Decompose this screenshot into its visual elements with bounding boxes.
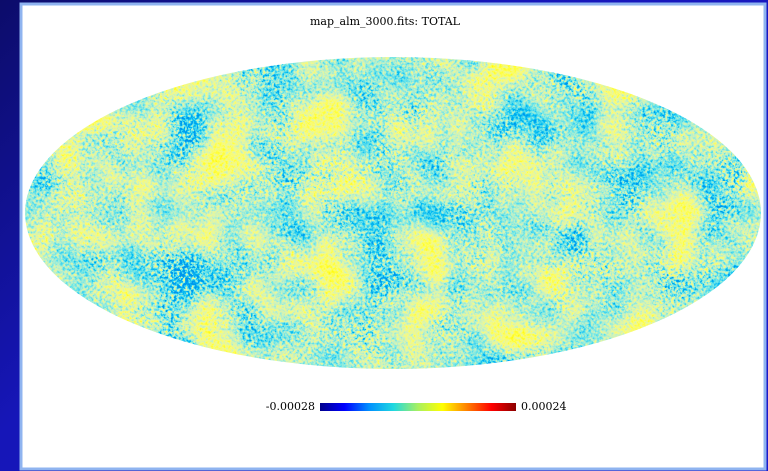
slide: map_alm_3000.fits: TOTAL -0.00028 0.00024: [0, 0, 768, 471]
colorbar-tick-label: 0.00024: [521, 400, 567, 413]
chart-title: map_alm_3000.fits: TOTAL: [310, 15, 461, 28]
chart: map_alm_3000.fits: TOTAL -0.00028 0.00024: [0, 0, 768, 471]
colorbar-tick-label: -0.00028: [266, 400, 315, 413]
sky-map: [25, 57, 761, 369]
colorbar: [320, 403, 516, 411]
